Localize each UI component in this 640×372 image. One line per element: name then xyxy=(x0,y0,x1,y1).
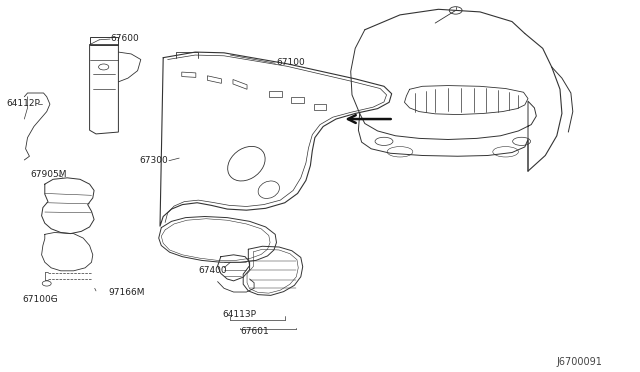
Text: 67300: 67300 xyxy=(140,156,168,165)
Text: 67600: 67600 xyxy=(110,34,139,43)
Text: 67905M: 67905M xyxy=(31,170,67,179)
Text: 67100G: 67100G xyxy=(22,295,58,304)
Text: J6700091: J6700091 xyxy=(557,357,603,366)
Text: 67400: 67400 xyxy=(198,266,227,275)
Text: 67601: 67601 xyxy=(240,327,269,336)
Text: 97166M: 97166M xyxy=(109,288,145,297)
Text: 67100: 67100 xyxy=(276,58,305,67)
Text: 64112P: 64112P xyxy=(6,99,40,108)
Text: 64113P: 64113P xyxy=(223,310,257,319)
